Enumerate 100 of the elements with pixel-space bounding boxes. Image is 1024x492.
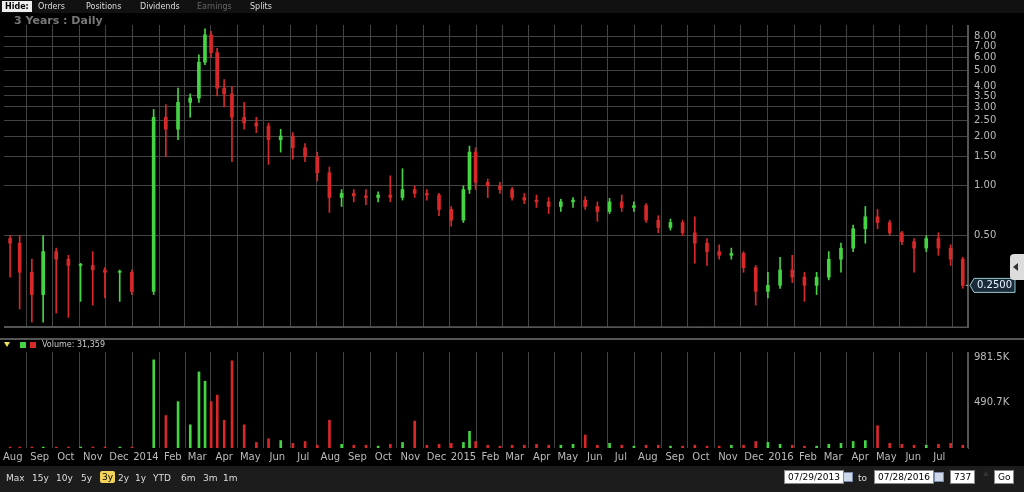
bar (864, 440, 867, 448)
x-tick-label: Aug (320, 450, 341, 462)
y-tick-label: 3.50 (974, 89, 997, 101)
bar (389, 443, 392, 448)
y-tick-label: 981.5K (974, 350, 1010, 362)
x-tick-label: Dec (744, 450, 764, 462)
bar (340, 443, 343, 448)
bar (656, 444, 660, 448)
y-tick-label: 3.00 (974, 100, 997, 112)
x-tick-label: May (239, 450, 261, 462)
bar (474, 441, 477, 448)
x-tick-label: 2015 (450, 450, 477, 462)
x-tick-label: Oct (374, 450, 393, 462)
x-tick-label: Mar (187, 450, 208, 462)
bar (188, 424, 192, 448)
text: 15y (32, 473, 49, 483)
x-tick-label: Feb (481, 450, 500, 462)
y-tick-label: 1.00 (974, 179, 997, 191)
text: YTD (153, 473, 171, 483)
x-tick-label: Aug (3, 450, 23, 462)
x-tick-label: May (557, 450, 579, 462)
x-tick-label: Nov (83, 450, 103, 462)
y-tick-label: 8.00 (974, 30, 997, 42)
bar (924, 444, 928, 448)
y-tick-label: 5.00 (974, 63, 997, 75)
x-tick-label: Apr (533, 450, 552, 462)
x-tick-label: Nov (718, 450, 738, 462)
bar (352, 444, 356, 448)
x-tick-label: Mar (505, 450, 526, 462)
x-tick-label: Dec (109, 450, 129, 462)
bar (620, 444, 624, 448)
bar (242, 424, 246, 448)
bar (937, 443, 940, 448)
bar (462, 442, 465, 448)
text: 6m (181, 473, 196, 483)
x-tick-label: 2014 (133, 450, 159, 462)
x-tick-label: Dec (426, 450, 447, 462)
text: Orders (38, 1, 65, 13)
text: Max (6, 473, 25, 483)
text: Earnings (197, 1, 232, 13)
bar (815, 445, 818, 448)
x-tick-label: Jul (613, 450, 627, 462)
bar (888, 443, 892, 448)
bar (547, 444, 551, 448)
y-tick-label: 0.50 (974, 229, 997, 241)
bar (669, 445, 672, 448)
bar (803, 445, 806, 448)
bar (754, 441, 758, 448)
y-tick-label: 7.00 (974, 39, 997, 51)
text: 737 (950, 470, 976, 484)
bar (413, 420, 417, 448)
bar (215, 394, 219, 448)
x-tick-label: Jun (585, 450, 603, 462)
bar (523, 444, 526, 448)
bar (949, 443, 952, 448)
x-tick-label: Mar (823, 450, 844, 462)
text: Splits (250, 1, 272, 13)
x-tick-label: Oct (692, 450, 710, 462)
text: 07/29/2013 (784, 470, 844, 484)
bar (730, 444, 733, 448)
x-tick-label: Oct (57, 450, 75, 462)
bar (267, 438, 270, 448)
x-tick-label: Sep (665, 450, 685, 462)
x-tick-label: Jul (932, 450, 946, 462)
y-tick-label: 2.50 (974, 113, 997, 125)
bar (961, 444, 965, 448)
bar (827, 443, 831, 448)
bar (583, 434, 587, 448)
y-tick-label: 4.00 (974, 79, 997, 91)
y-tick-label: 2.00 (974, 129, 997, 141)
y-tick-label: 6.00 (974, 50, 997, 62)
bar (608, 443, 611, 448)
bar (742, 444, 745, 448)
x-tick-label: Jun (904, 450, 922, 462)
bar (315, 444, 319, 448)
bar (468, 430, 471, 448)
chart-subtitle: 3 Years : Daily (14, 14, 103, 27)
x-tick-label: Nov (400, 450, 421, 462)
text: 07/28/2016 (874, 470, 934, 484)
bar (596, 444, 599, 448)
bar (449, 443, 453, 448)
annotation: 0.2500 (977, 278, 1012, 290)
text: 10y (56, 473, 73, 483)
bar (717, 445, 721, 448)
y-tick-label: 1.50 (974, 150, 997, 162)
x-tick-label: Apr (215, 450, 234, 462)
text: 3y (100, 471, 116, 483)
x-tick-label: Sep (30, 450, 50, 462)
text: to (858, 473, 868, 483)
bar (279, 440, 283, 448)
bar (376, 445, 380, 448)
bar (401, 442, 404, 448)
text: 1m (223, 473, 238, 483)
text: Go (994, 470, 1015, 484)
y-tick-label: 490.7K (974, 396, 1010, 408)
x-tick-label: Jul (296, 450, 310, 462)
text: Volume: 31,359 (42, 340, 105, 349)
bar (328, 419, 331, 448)
bar (681, 445, 684, 448)
x-tick-label: Apr (851, 450, 870, 462)
